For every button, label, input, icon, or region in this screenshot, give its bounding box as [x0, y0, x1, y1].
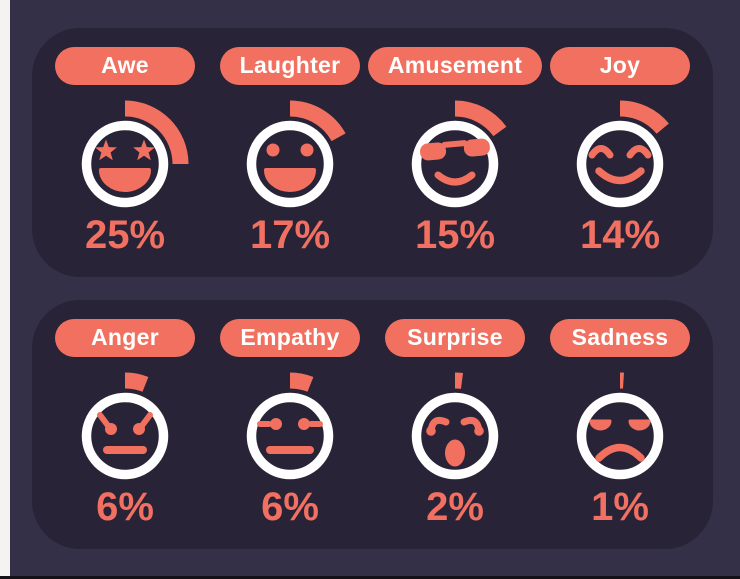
bottom-edge-line — [0, 576, 740, 579]
percent-value: 14% — [579, 212, 661, 257]
emotion-label-pill: Anger — [55, 319, 195, 357]
raised-brows-open-mouth-face-icon — [411, 372, 499, 479]
emotion-label-pill: Surprise — [385, 319, 525, 357]
percent-value: 2% — [426, 484, 484, 529]
percent-value: 6% — [261, 484, 319, 529]
face-ring — [246, 120, 334, 207]
emotion-face-icon — [545, 354, 695, 504]
face-ring — [81, 392, 169, 479]
left-edge-strip — [0, 0, 10, 579]
emotion-label: Empathy — [240, 324, 340, 350]
emotion-label-pill: Amusement — [367, 47, 543, 85]
emotion-label: Joy — [599, 52, 641, 78]
top-emotions-panel: Awe 25% Laughter 17% Amusement 15% Joy 1… — [32, 28, 713, 277]
angry-eyes-flat-mouth-face-icon — [81, 372, 169, 479]
star-eyes-grin-face-icon — [81, 100, 189, 207]
emotion-label: Amusement — [387, 52, 523, 78]
face-ring — [576, 120, 664, 207]
emotion-face-icon — [380, 354, 530, 504]
emotion-label: Surprise — [407, 324, 503, 350]
percent-value: 25% — [84, 212, 166, 257]
emotion-label: Anger — [91, 324, 159, 350]
emotion-label: Sadness — [571, 324, 669, 350]
percent-arc — [290, 100, 346, 141]
emotion-label: Awe — [101, 52, 149, 78]
emotion-label-pill: Sadness — [550, 319, 690, 357]
dot-eyes-grin-face-icon — [246, 100, 346, 207]
emotion-card-empathy: Empathy 6% — [209, 319, 371, 549]
face-ring — [411, 120, 499, 207]
sunglasses-smile-face-icon — [411, 100, 507, 207]
face-ring — [411, 392, 499, 479]
percent-arc — [290, 372, 314, 392]
percent-arc — [620, 100, 669, 134]
bottom-emotions-panel: Anger 6% Empathy 6% Surprise 2% Sadness … — [32, 300, 713, 549]
emotion-card-sadness: Sadness 1% — [539, 319, 701, 549]
percent-value: 1% — [591, 484, 649, 529]
face-ring — [576, 392, 664, 479]
emotion-label-pill: Awe — [55, 47, 195, 85]
percent-arc — [455, 372, 463, 389]
emotion-label-pill: Empathy — [220, 319, 360, 357]
emotion-card-surprise: Surprise 2% — [374, 319, 536, 549]
emotion-card-awe: Awe 25% — [44, 47, 206, 277]
percent-arc — [620, 372, 624, 389]
percent-value: 15% — [414, 212, 496, 257]
percent-arc — [125, 100, 189, 164]
emotion-face-icon — [215, 82, 365, 232]
smiling-closed-eyes-face-icon — [576, 100, 669, 207]
emotion-card-joy: Joy 14% — [539, 47, 701, 277]
emotion-face-icon — [50, 82, 200, 232]
neutral-eyes-flat-mouth-face-icon — [246, 372, 334, 479]
percent-value: 6% — [96, 484, 154, 529]
emotion-face-icon — [545, 82, 695, 232]
face-ring — [81, 120, 169, 207]
percent-arc — [455, 100, 507, 136]
closed-eyes-frown-face-icon — [576, 372, 664, 479]
face-ring — [246, 392, 334, 479]
emotion-face-icon — [215, 354, 365, 504]
percent-value: 17% — [249, 212, 331, 257]
emotion-face-icon — [380, 82, 530, 232]
emotion-label: Laughter — [239, 52, 341, 78]
emotion-card-laughter: Laughter 17% — [209, 47, 371, 277]
emotion-label-pill: Laughter — [219, 47, 361, 85]
percent-arc — [125, 372, 149, 392]
emotion-panels: Awe 25% Laughter 17% Amusement 15% Joy 1… — [32, 28, 713, 572]
emotion-label-pill: Joy — [550, 47, 690, 85]
emotion-card-anger: Anger 6% — [44, 319, 206, 549]
emotion-card-amusement: Amusement 15% — [367, 47, 543, 277]
emotion-face-icon — [50, 354, 200, 504]
